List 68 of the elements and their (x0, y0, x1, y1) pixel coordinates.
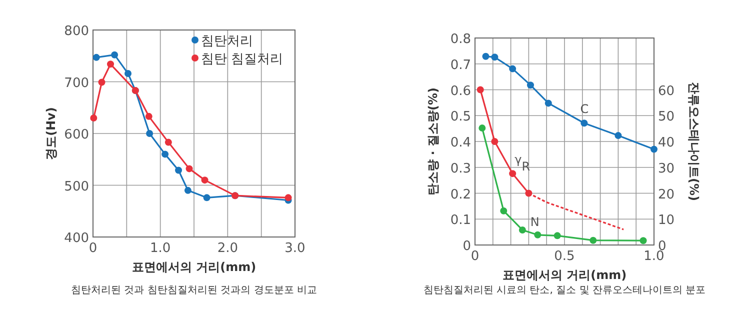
point (111, 51, 118, 58)
y2-axis-title: 잔류오스테나이트(%) (687, 82, 701, 201)
point (650, 146, 658, 153)
y2-tick-label: 20 (658, 187, 675, 202)
point (491, 138, 498, 145)
point (90, 114, 98, 122)
y-tick-label: 700 (64, 76, 89, 91)
x-tick-label: 1.0 (150, 241, 171, 256)
text: 침탄처리된 것과 침탄침질처리된 것과의 경도분포 비교 (71, 285, 317, 296)
point (92, 54, 100, 61)
text: 침탄침질처리된 시료의 탄소, 질소 및 잔류오스테나이트의 분포 (423, 285, 706, 296)
point (107, 60, 114, 68)
x-tick-label: 1.0 (644, 249, 664, 264)
point (482, 52, 490, 60)
point (164, 138, 172, 146)
x-tick-label: 3.0 (284, 241, 306, 256)
series-label: N (530, 214, 540, 229)
x-tick-label: 2.0 (217, 241, 238, 256)
point (554, 232, 561, 240)
point (640, 237, 647, 244)
y2-tick-label: 50 (658, 110, 675, 125)
point (491, 54, 498, 61)
legend-label: 침탄처리 (201, 34, 253, 49)
y-tick-label: 500 (64, 179, 89, 194)
y-axis-title: 경도(Hv) (44, 107, 58, 160)
legend-label: 침탄 침질처리 (201, 52, 284, 67)
point (145, 112, 152, 120)
point (203, 194, 210, 202)
point (98, 78, 106, 86)
point (124, 70, 132, 77)
y2-tick-label: 60 (658, 84, 675, 99)
y-tick-label: 0.8 (450, 32, 471, 47)
y-tick-label: 0.4 (450, 136, 471, 150)
x-axis-title: 표면에서의 거리(mm) (132, 260, 256, 274)
y-tick-label: 600 (64, 128, 89, 142)
point (201, 176, 208, 184)
point (284, 194, 292, 202)
y-axis-title: 탄소량 · 질소량(%) (426, 88, 440, 196)
point (509, 170, 516, 178)
point (526, 82, 534, 89)
y-tick-label: 0.1 (450, 213, 471, 228)
point (509, 65, 516, 72)
y-tick-label: 800 (64, 24, 89, 39)
point (186, 165, 193, 172)
x-tick-label: 0.5 (554, 249, 575, 264)
y2-tick-label: 10 (658, 213, 675, 228)
x-axis-title: 표면에서의 거리(mm) (502, 268, 627, 282)
point (146, 130, 154, 137)
y-tick-label: 0.6 (450, 84, 471, 99)
point (534, 231, 542, 238)
y-tick-label: 0.7 (450, 58, 471, 73)
point (162, 150, 169, 158)
y-tick-label: 0.3 (450, 161, 471, 176)
point (590, 236, 597, 244)
point (478, 124, 486, 132)
point (614, 132, 622, 140)
y-tick-label: 0.2 (450, 187, 471, 202)
point (184, 186, 192, 194)
point (175, 166, 182, 174)
point (518, 226, 526, 234)
y2-tick-label: 40 (658, 136, 675, 150)
y-tick-label: 0.5 (450, 110, 471, 125)
y2-tick-label: 30 (658, 161, 675, 176)
point (580, 120, 588, 127)
point (476, 86, 484, 94)
y-tick-label: 400 (64, 231, 89, 246)
point (544, 100, 552, 107)
point (500, 207, 508, 214)
